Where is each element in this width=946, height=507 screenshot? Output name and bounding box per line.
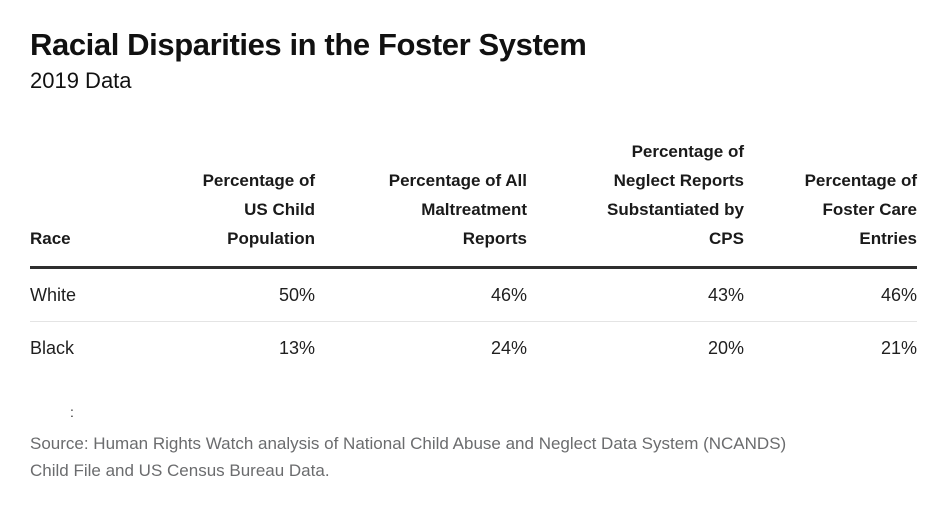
page-title: Racial Disparities in the Foster System bbox=[30, 27, 587, 62]
value-cell: 46% bbox=[315, 267, 527, 322]
value-cell: 20% bbox=[707, 337, 744, 358]
source-note: Source: Human Rights Watch analysis of N… bbox=[30, 430, 917, 484]
race-cell: Black bbox=[30, 337, 75, 358]
table-header-row: Race Percentage of US Child Population P… bbox=[30, 137, 917, 269]
source-note-line-1: Source: Human Rights Watch analysis of N… bbox=[30, 434, 787, 453]
value-cell: 50% bbox=[150, 267, 315, 322]
column-header-us-child-population: Percentage of US Child Population bbox=[150, 137, 315, 269]
column-header-foster-care-entries: Percentage of Foster Care Entries bbox=[744, 137, 917, 269]
stray-colon: : bbox=[70, 404, 74, 420]
column-header-race: Race bbox=[30, 137, 150, 269]
value-cell: 46% bbox=[744, 267, 917, 322]
value-cell: 43% bbox=[527, 267, 744, 322]
value-cell: 21% bbox=[880, 337, 917, 358]
source-note-line-2: Child File and US Census Bureau Data. bbox=[30, 461, 330, 480]
value-cell: 13% bbox=[278, 337, 315, 358]
race-cell: White bbox=[30, 267, 150, 322]
column-header-neglect-reports-substantiated: Percentage of Neglect Reports Substantia… bbox=[527, 137, 744, 269]
figure-container: Racial Disparities in the Foster System … bbox=[30, 27, 917, 484]
column-header-maltreatment-reports: Percentage of All Maltreatment Reports bbox=[315, 137, 527, 269]
value-cell: 24% bbox=[490, 337, 527, 358]
table-row-white: White 50% 46% 43% 46% bbox=[30, 267, 917, 322]
racial-disparities-table: Race Percentage of US Child Population P… bbox=[30, 137, 917, 374]
page-subtitle: 2019 Data bbox=[30, 68, 132, 93]
table-row-black: Black 13% 24% 20% 21% bbox=[30, 322, 917, 375]
